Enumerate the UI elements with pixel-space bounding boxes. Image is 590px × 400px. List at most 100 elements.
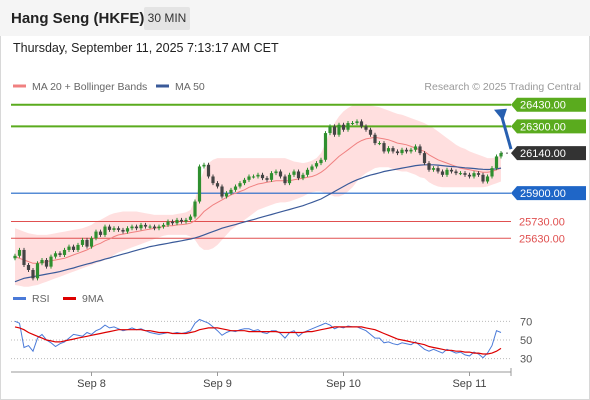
candle-body (346, 123, 350, 130)
ma50-line (14, 164, 502, 283)
candle-body (391, 148, 395, 152)
level-tag-text: 26430.00 (520, 100, 566, 112)
candle-body (13, 255, 17, 259)
candle-body (283, 176, 287, 184)
candle-body (395, 151, 400, 154)
level-tag-bg (511, 186, 586, 201)
candle-body (305, 169, 310, 175)
x-tick-label: Sep 11 (452, 378, 486, 390)
candle-body (166, 221, 170, 225)
candle-body (359, 121, 364, 127)
candle-body (373, 134, 377, 144)
candle-body (125, 228, 130, 232)
level-tag-25900.00: 25900.00 (511, 186, 586, 201)
candle-body (458, 173, 463, 175)
candle-body (242, 179, 247, 184)
candle-body (386, 148, 391, 152)
candle-body (368, 129, 373, 135)
candle-body (211, 176, 215, 184)
candle-body (80, 239, 85, 245)
candle-body (22, 249, 26, 265)
candle-body (418, 146, 422, 154)
candle-body (274, 171, 278, 174)
candle-body (445, 169, 449, 175)
candle-body (98, 231, 103, 235)
candle-body (224, 193, 229, 197)
candle-body (449, 169, 454, 172)
candle-body (251, 176, 256, 178)
candle-body (76, 244, 80, 250)
bollinger-band-area (15, 104, 501, 287)
candles (13, 119, 503, 281)
candle-body (422, 153, 427, 164)
candle-body (58, 253, 62, 255)
candle-body (238, 183, 242, 187)
forecast-arrow-head (494, 108, 507, 121)
x-tick-label: Sep 8 (77, 378, 106, 390)
candle-body (287, 174, 292, 184)
candle-body (323, 133, 328, 160)
candle-body (62, 249, 67, 255)
candle-body (116, 228, 121, 230)
rsi-tick-label: 50 (520, 335, 532, 347)
candle-body (94, 231, 98, 239)
candle-body (310, 166, 314, 170)
candle-body (184, 219, 188, 222)
candle-body (301, 174, 305, 179)
rsi-legend-swatch (63, 297, 76, 300)
candle-body (472, 173, 476, 177)
candle-body (350, 123, 355, 125)
rsi-tick-label: 30 (520, 354, 532, 366)
candle-body (247, 176, 251, 180)
candle-body (71, 246, 76, 250)
candle-body (44, 259, 49, 267)
candle-body (377, 143, 382, 145)
rsi-legend-swatch (13, 297, 26, 300)
candle-body (215, 183, 220, 187)
candle-body (152, 226, 157, 229)
candle-body (431, 168, 436, 170)
candle-body (175, 219, 179, 224)
candle-body (409, 149, 413, 152)
candle-body (256, 174, 260, 177)
candle-body (485, 176, 490, 182)
candle-body (292, 171, 296, 175)
candle-body (35, 263, 40, 279)
candle-body (134, 226, 139, 229)
candle-body (26, 264, 31, 270)
candle-body (193, 201, 197, 217)
level-tag-text: 26300.00 (520, 121, 566, 133)
level-tag-bg (511, 119, 586, 134)
candle-body (364, 126, 368, 130)
candle-body (130, 226, 134, 229)
legend-swatch (13, 84, 26, 88)
timestamp-label: Thursday, September 11, 2025 7:13:17 AM … (13, 41, 279, 55)
candle-body (328, 126, 332, 134)
candle-body (463, 173, 467, 175)
candle-body (17, 249, 22, 256)
legend-swatch (156, 84, 169, 88)
candle-body (220, 186, 224, 197)
rsi-line (14, 318, 502, 359)
candle-body (53, 253, 58, 257)
candle-body (103, 226, 107, 235)
candle-body (490, 168, 494, 177)
level-tag-26430.00: 26430.00 (511, 97, 586, 112)
candle-body (206, 164, 211, 177)
level-tag-text: 25900.00 (520, 188, 566, 200)
timeframe-button[interactable]: 30 MIN (144, 7, 190, 30)
rsi-tick-label: 70 (520, 316, 532, 328)
level-label-25630.00: 25630.00 (519, 233, 565, 245)
candle-body (467, 174, 472, 177)
x-tick-label: Sep 9 (203, 378, 232, 390)
instrument-title: Hang Seng (HKFE) (11, 10, 145, 27)
candle-body (31, 269, 35, 279)
candle-body (341, 124, 346, 130)
candle-body (499, 153, 503, 157)
level-tag-26140.00: 26140.00 (511, 146, 586, 161)
candle-body (179, 219, 184, 222)
x-tick-label: Sep 10 (326, 378, 361, 390)
candle-body (265, 178, 269, 180)
candle-body (382, 143, 386, 152)
